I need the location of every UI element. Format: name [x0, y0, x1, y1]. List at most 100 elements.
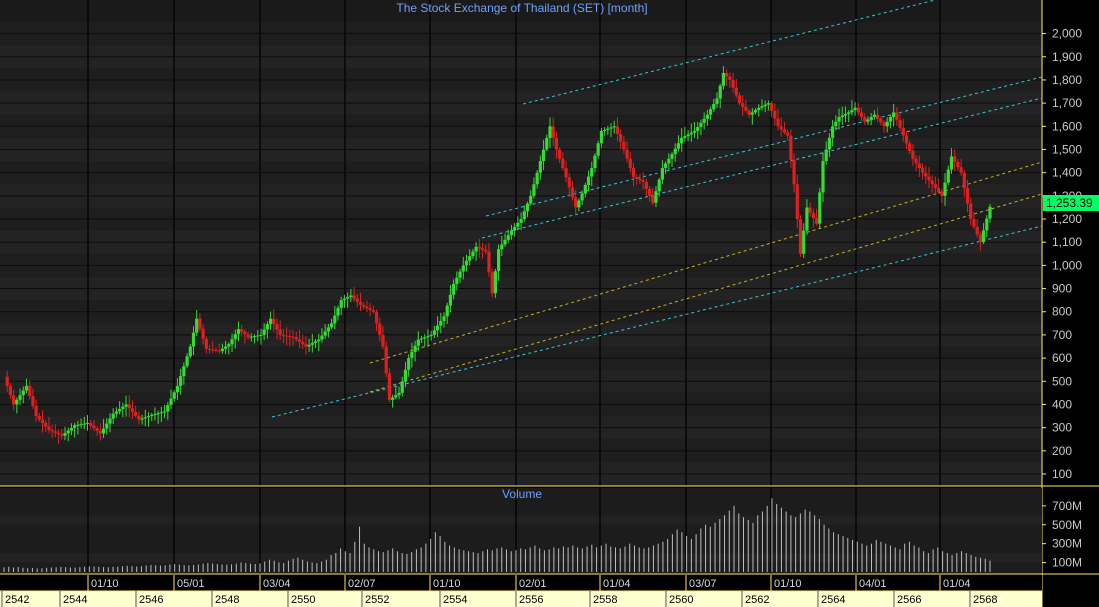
candle-body	[863, 117, 867, 122]
candle-body	[66, 430, 70, 434]
candle-body	[175, 385, 180, 393]
candle-body	[814, 218, 819, 224]
candle-body	[834, 121, 838, 127]
candle-body	[750, 112, 754, 115]
date-tick-label: 02/07	[348, 578, 376, 590]
candle-body	[342, 298, 347, 301]
candle-body	[558, 149, 562, 159]
candle-body	[333, 315, 337, 324]
candle-body	[570, 187, 575, 198]
candle-body	[358, 301, 363, 305]
candle-body	[683, 136, 687, 138]
candle-body	[137, 415, 141, 420]
candle-body	[384, 346, 388, 374]
candle-body	[933, 184, 938, 189]
candle-body	[593, 155, 597, 169]
candle-body	[692, 130, 697, 133]
candle-body	[545, 137, 549, 150]
candle-body	[410, 351, 414, 359]
price-tick-label: 400	[1052, 397, 1072, 411]
candle-body	[169, 398, 173, 406]
candle-body	[798, 219, 803, 254]
date-tick-label: 02/01	[519, 578, 547, 590]
candle-body	[786, 132, 790, 136]
candle-body	[969, 203, 973, 220]
candle-body	[625, 149, 629, 159]
candle-body	[281, 334, 286, 336]
candle-body	[892, 112, 896, 118]
candle-body	[285, 335, 289, 337]
candle-body	[981, 230, 986, 243]
year-tick-label: 2560	[669, 594, 693, 606]
candle-body	[975, 226, 979, 235]
date-tick-label: 03/07	[689, 578, 717, 590]
candle-body	[924, 172, 928, 177]
candle-body	[130, 408, 135, 412]
candle-body	[760, 106, 764, 108]
candle-body	[737, 95, 742, 104]
candle-body	[69, 427, 74, 431]
candle-body	[657, 179, 661, 192]
candle-body	[962, 172, 966, 189]
candle-body	[615, 126, 620, 135]
candle-body	[837, 117, 841, 122]
candle-body	[291, 336, 295, 338]
candle-body	[802, 230, 806, 254]
candle-body	[988, 206, 992, 219]
candle-body	[188, 346, 192, 357]
candle-body	[824, 149, 828, 162]
price-tick-label: 900	[1052, 282, 1072, 296]
candle-body	[346, 297, 350, 299]
candle-body	[313, 341, 318, 344]
date-tick-label: 01/10	[774, 578, 802, 590]
candle-body	[744, 106, 748, 111]
candle-body	[654, 191, 658, 203]
price-tick-label: 1,000	[1052, 258, 1082, 272]
candle-body	[789, 135, 793, 160]
candle-body	[763, 104, 767, 107]
candle-body	[297, 339, 302, 342]
candle-body	[628, 158, 632, 169]
candle-body	[686, 134, 690, 137]
candle-body	[407, 358, 411, 370]
year-tick-label: 2552	[365, 594, 389, 606]
candle-body	[904, 135, 909, 144]
candle-body	[452, 283, 456, 295]
price-tick-label: 1,800	[1052, 73, 1082, 87]
candle-body	[721, 72, 726, 86]
channel-line	[271, 225, 1043, 418]
candle-body	[429, 334, 433, 337]
candle-body	[664, 163, 668, 169]
candle-body	[336, 307, 340, 316]
price-tick-label: 600	[1052, 351, 1072, 365]
candle-body	[869, 117, 873, 120]
candle-body	[676, 143, 681, 149]
candle-body	[272, 318, 276, 325]
volume-tick-label: 500M	[1052, 518, 1082, 532]
candle-body	[262, 329, 266, 335]
candle-body	[185, 356, 189, 367]
candle-body	[525, 203, 530, 212]
candle-body	[866, 119, 870, 122]
price-tick-label: 800	[1052, 305, 1072, 319]
candle-body	[635, 177, 639, 179]
candle-body	[233, 334, 237, 340]
year-tick-label: 2564	[821, 594, 845, 606]
candle-body	[195, 318, 199, 333]
candle-body	[461, 265, 465, 272]
candle-body	[207, 348, 212, 350]
candle-body	[609, 127, 613, 129]
candle-body	[959, 167, 963, 173]
candle-body	[937, 188, 941, 192]
candle-body	[381, 334, 385, 347]
candle-body	[631, 168, 636, 178]
candle-body	[268, 318, 273, 325]
candle-body	[538, 161, 542, 173]
candle-body	[487, 251, 491, 273]
candle-body	[28, 385, 32, 396]
candle-body	[448, 294, 453, 306]
x-axis: 01/10 05/01 03/04 02/07 01/10 02/01 01/04 03/07…	[0, 575, 1042, 607]
candle-body	[294, 337, 298, 340]
candle-body	[76, 424, 80, 426]
candle-body	[872, 114, 876, 118]
